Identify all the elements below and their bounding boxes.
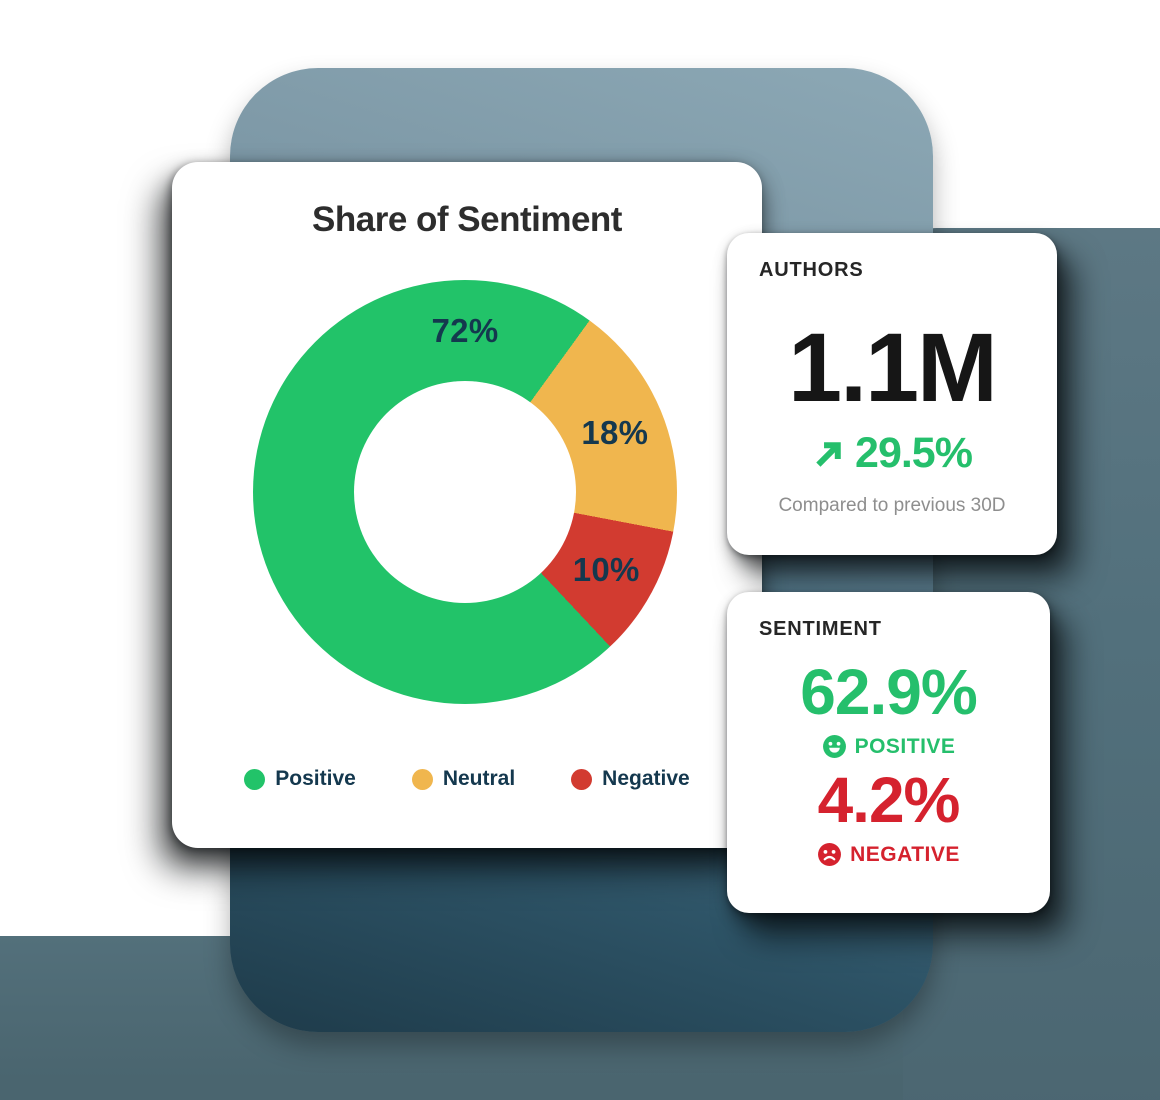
- authors-metric-card: AUTHORS 1.1M 29.5% Compared to previous …: [727, 233, 1057, 555]
- positive-sentiment-label: POSITIVE: [854, 734, 956, 758]
- negative-sentiment-value: 4.2%: [817, 764, 961, 836]
- negative-legend-dot: [571, 768, 593, 790]
- donut-segment-label: 18%: [581, 413, 649, 451]
- legend-item-neutral: Neutral: [411, 767, 516, 791]
- positive-sentiment-value: 62.9%: [800, 656, 977, 728]
- positive-sentiment-row: POSITIVE: [727, 734, 1050, 759]
- card-title: Share of Sentiment: [312, 200, 622, 239]
- authors-card-header: AUTHORS: [759, 259, 864, 281]
- authors-change-value: 29.5%: [855, 429, 973, 477]
- frown-face-icon: [818, 843, 842, 866]
- donut-segment-label: 10%: [572, 550, 640, 588]
- neutral-legend-dot: [411, 768, 433, 790]
- positive-legend-dot: [244, 768, 266, 790]
- authors-change-row: 29.5%: [727, 429, 1057, 478]
- negative-sentiment-row: NEGATIVE: [727, 842, 1050, 867]
- legend-item-negative: Negative: [571, 767, 690, 791]
- authors-comparison-caption: Compared to previous 30D: [778, 495, 1006, 516]
- donut-chart: [253, 280, 677, 704]
- legend-label: Positive: [275, 767, 356, 790]
- trend-up-arrow-icon: [816, 441, 841, 467]
- sentiment-card-header: SENTIMENT: [759, 618, 882, 640]
- legend-label: Negative: [602, 767, 690, 790]
- negative-sentiment-label: NEGATIVE: [850, 842, 960, 866]
- donut-segment-label: 72%: [431, 311, 499, 349]
- legend-label: Neutral: [442, 767, 516, 790]
- authors-count: 1.1M: [788, 313, 998, 422]
- sentiment-metric-card: SENTIMENT 62.9% POSITIVE 4.2% NEGATIVE: [727, 592, 1050, 913]
- smiley-face-icon: [822, 735, 846, 758]
- legend-item-positive: Positive: [244, 767, 356, 791]
- chart-legend: Positive Neutral Negative: [172, 764, 762, 794]
- share-of-sentiment-card: Share of Sentiment 72% 18% 10% Positive Ne…: [172, 162, 762, 848]
